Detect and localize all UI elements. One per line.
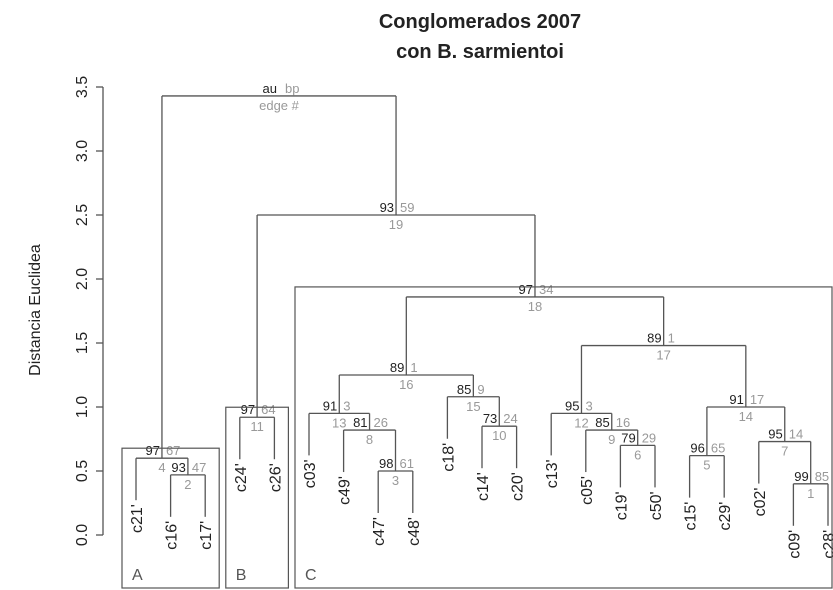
cluster-label: B bbox=[236, 567, 247, 584]
bp-value: 64 bbox=[261, 402, 275, 417]
au-value: 93 bbox=[380, 200, 394, 215]
legend-edge: edge # bbox=[259, 98, 300, 113]
edge-number: 14 bbox=[739, 409, 753, 424]
leaf-label: c15' bbox=[683, 502, 700, 531]
au-value: 98 bbox=[379, 456, 393, 471]
bp-value: 16 bbox=[616, 415, 630, 430]
cluster-box bbox=[121, 447, 220, 589]
leaf-label: c48' bbox=[406, 517, 423, 546]
leaf-label: c47' bbox=[371, 517, 388, 546]
au-value: 97 bbox=[519, 282, 533, 297]
edge-number: 9 bbox=[608, 432, 615, 447]
cluster-box bbox=[294, 286, 833, 589]
edge-number: 2 bbox=[184, 477, 191, 492]
edge-number: 8 bbox=[366, 432, 373, 447]
bp-value: 47 bbox=[192, 460, 206, 475]
leaf-label: c49' bbox=[337, 476, 354, 505]
leaf-label: c19' bbox=[613, 491, 630, 520]
bp-value: 34 bbox=[539, 282, 553, 297]
leaf-label: c09' bbox=[786, 530, 803, 559]
leaf-label: c13' bbox=[544, 459, 561, 488]
bp-value: 9 bbox=[477, 382, 484, 397]
bp-value: 14 bbox=[789, 427, 803, 442]
au-value: 85 bbox=[595, 415, 609, 430]
cluster-label: A bbox=[132, 567, 143, 584]
au-value: 85 bbox=[457, 382, 471, 397]
edge-number: 11 bbox=[250, 419, 264, 434]
leaf-label: c17' bbox=[198, 521, 215, 550]
bp-value: 17 bbox=[750, 392, 764, 407]
au-value: 93 bbox=[171, 460, 185, 475]
y-tick-label: 2.0 bbox=[74, 268, 91, 290]
title-line: Conglomerados 2007 bbox=[379, 11, 581, 33]
au-value: 99 bbox=[794, 469, 808, 484]
edge-number: 15 bbox=[466, 399, 480, 414]
edge-number: 6 bbox=[634, 447, 641, 462]
cluster-box bbox=[225, 406, 290, 589]
leaf-label: c20' bbox=[510, 472, 527, 501]
bp-value: 65 bbox=[711, 441, 725, 456]
leaf-label: c16' bbox=[164, 521, 181, 550]
cluster-label: C bbox=[305, 567, 317, 584]
leaf-label: c50' bbox=[648, 491, 665, 520]
y-tick-label: 0.5 bbox=[74, 460, 91, 482]
y-tick-label: 1.0 bbox=[74, 396, 91, 418]
leaf-label: c24' bbox=[233, 463, 250, 492]
y-tick-label: 1.5 bbox=[74, 332, 91, 354]
y-tick-label: 3.0 bbox=[74, 140, 91, 162]
leaf-label: c02' bbox=[752, 488, 769, 517]
edge-number: 12 bbox=[574, 415, 588, 430]
edge-number: 3 bbox=[392, 473, 399, 488]
legend-bp: bp bbox=[285, 81, 299, 96]
edge-number: 4 bbox=[158, 460, 165, 475]
bp-value: 24 bbox=[503, 411, 517, 426]
au-value: 97 bbox=[145, 443, 159, 458]
y-axis-label: Distancia Euclidea bbox=[27, 244, 44, 376]
au-value: 91 bbox=[729, 392, 743, 407]
leaf-label: c29' bbox=[717, 502, 734, 531]
title-line: con B. sarmientoi bbox=[396, 41, 564, 63]
edge-number: 10 bbox=[492, 428, 506, 443]
bp-value: 29 bbox=[642, 430, 656, 445]
au-value: 89 bbox=[647, 331, 661, 346]
au-value: 91 bbox=[323, 398, 337, 413]
legend-au: au bbox=[263, 81, 277, 96]
leaf-label: c21' bbox=[129, 504, 146, 533]
bp-value: 3 bbox=[343, 398, 350, 413]
edge-number: 18 bbox=[528, 299, 542, 314]
au-value: 81 bbox=[353, 415, 367, 430]
edge-number: 16 bbox=[399, 377, 413, 392]
y-tick-label: 0.0 bbox=[74, 524, 91, 546]
leaf-label: c03' bbox=[302, 459, 319, 488]
au-value: 79 bbox=[621, 430, 635, 445]
edge-number: 19 bbox=[389, 217, 403, 232]
leaf-label: c05' bbox=[579, 476, 596, 505]
bp-value: 26 bbox=[374, 415, 388, 430]
au-value: 89 bbox=[390, 360, 404, 375]
bp-value: 67 bbox=[166, 443, 180, 458]
bp-value: 61 bbox=[400, 456, 414, 471]
au-value: 95 bbox=[565, 398, 579, 413]
edge-number: 1 bbox=[807, 486, 814, 501]
leaf-label: c14' bbox=[475, 472, 492, 501]
au-value: 95 bbox=[768, 427, 782, 442]
bp-value: 1 bbox=[410, 360, 417, 375]
y-tick-label: 2.5 bbox=[74, 204, 91, 226]
bp-value: 3 bbox=[585, 398, 592, 413]
edge-number: 7 bbox=[781, 444, 788, 459]
edge-number: 13 bbox=[332, 415, 346, 430]
bp-value: 59 bbox=[400, 200, 414, 215]
edge-number: 5 bbox=[703, 458, 710, 473]
leaf-label: c28' bbox=[821, 530, 833, 559]
au-value: 73 bbox=[483, 411, 497, 426]
bp-value: 1 bbox=[668, 331, 675, 346]
au-value: 96 bbox=[690, 441, 704, 456]
au-value: 97 bbox=[241, 402, 255, 417]
bp-value: 85 bbox=[815, 469, 829, 484]
leaf-label: c26' bbox=[267, 463, 284, 492]
y-tick-label: 3.5 bbox=[74, 76, 91, 98]
leaf-label: c18' bbox=[440, 443, 457, 472]
edge-number: 17 bbox=[656, 348, 670, 363]
